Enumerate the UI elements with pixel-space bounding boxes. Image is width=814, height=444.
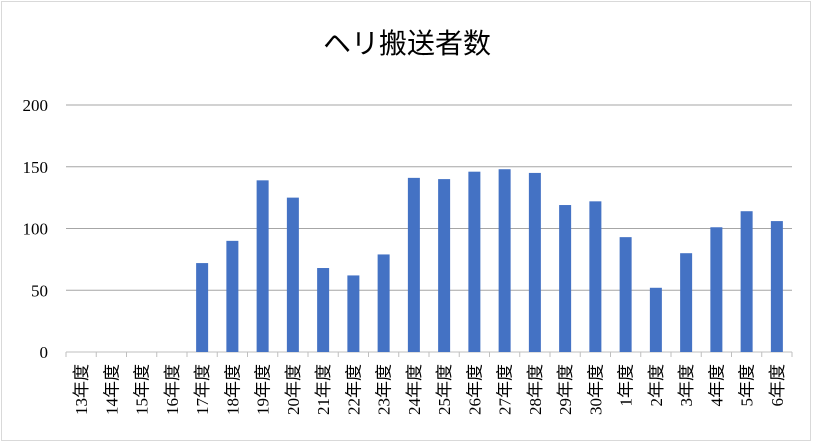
x-tick-label: 20年度 xyxy=(284,364,303,415)
x-tick-label: 16年度 xyxy=(163,364,182,415)
x-tick-label: 13年度 xyxy=(72,364,91,415)
y-tick-label: 100 xyxy=(23,220,49,239)
x-tick-label: 2年度 xyxy=(647,364,666,407)
bar-27年度 xyxy=(498,169,511,352)
x-tick-label: 22年度 xyxy=(344,364,363,415)
bar-5年度 xyxy=(740,211,753,352)
x-tick-label: 14年度 xyxy=(102,364,121,415)
x-tick-label: 1年度 xyxy=(617,364,636,407)
x-tick-label: 4年度 xyxy=(707,364,726,407)
bar-28年度 xyxy=(528,172,541,352)
x-tick-label: 29年度 xyxy=(556,364,575,415)
bar-4年度 xyxy=(710,227,723,352)
x-tick-label: 23年度 xyxy=(375,364,394,415)
bar-25年度 xyxy=(438,179,451,352)
bar-20年度 xyxy=(286,197,299,352)
gridlines xyxy=(65,104,793,357)
x-tick-label: 5年度 xyxy=(738,364,757,407)
x-tick-label: 15年度 xyxy=(133,364,152,415)
x-tick-label: 30年度 xyxy=(586,364,605,415)
bar-24年度 xyxy=(407,177,420,352)
x-tick-label: 6年度 xyxy=(768,364,787,407)
x-tick-label: 17年度 xyxy=(193,364,212,415)
bars xyxy=(196,169,783,352)
bar-22年度 xyxy=(347,275,360,352)
y-tick-label: 200 xyxy=(23,96,49,115)
x-tick-label: 18年度 xyxy=(223,364,242,415)
bar-3年度 xyxy=(680,253,693,352)
bar-17年度 xyxy=(196,263,209,352)
bar-30年度 xyxy=(589,201,602,352)
bar-21年度 xyxy=(317,268,330,352)
x-tick-label: 19年度 xyxy=(254,364,273,415)
bar-23年度 xyxy=(377,254,390,352)
bar-29年度 xyxy=(559,205,572,352)
bar-1年度 xyxy=(619,237,632,352)
x-tick-label: 24年度 xyxy=(405,364,424,415)
chart-title: ヘリ搬送者数 xyxy=(322,27,491,60)
x-tick-label: 27年度 xyxy=(496,364,515,415)
bar-26年度 xyxy=(468,171,481,352)
bar-19年度 xyxy=(256,180,269,352)
y-tick-label: 150 xyxy=(23,158,49,177)
x-axis-ticks: 13年度 14年度 15年度 16年度 17年度 18年度 19年度 20年度 21年度 22年度… xyxy=(72,364,787,415)
bar-18年度 xyxy=(226,240,239,352)
y-tick-label: 50 xyxy=(31,281,48,300)
x-tick-label: 26年度 xyxy=(465,364,484,415)
bar-6年度 xyxy=(770,221,783,352)
y-tick-label: 0 xyxy=(40,343,49,362)
x-tick-label: 25年度 xyxy=(435,364,454,415)
x-tick-label: 28年度 xyxy=(526,364,545,415)
y-axis-ticks: 0 50 100 150 200 xyxy=(23,96,49,362)
x-tick-label: 21年度 xyxy=(314,364,333,415)
bar-2年度 xyxy=(649,287,662,352)
x-tick-label: 3年度 xyxy=(677,364,696,407)
